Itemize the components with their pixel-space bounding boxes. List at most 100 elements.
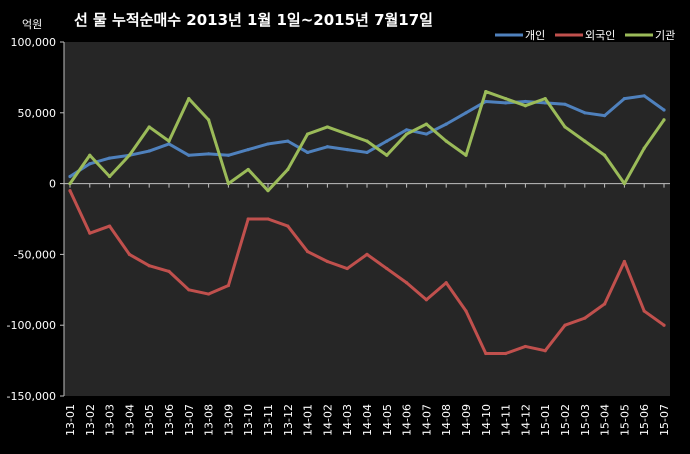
series-point-0 <box>147 149 151 153</box>
x-tick-label: 15-05 <box>618 404 631 436</box>
series-point-2 <box>108 174 112 179</box>
series-point-2 <box>583 139 587 143</box>
series-point-0 <box>108 156 112 160</box>
series-lines <box>68 89 666 356</box>
series-point-0 <box>68 174 72 179</box>
series-point-2 <box>405 132 409 136</box>
series-point-2 <box>226 182 230 186</box>
series-point-0 <box>424 132 428 136</box>
y-tick-label: 0 <box>49 178 56 191</box>
series-point-2 <box>207 118 211 122</box>
series-point-1 <box>325 259 329 264</box>
series-point-1 <box>246 217 250 221</box>
x-tick-label: 15-03 <box>579 404 592 436</box>
x-tick-label: 13-02 <box>84 404 97 436</box>
series-point-1 <box>622 259 627 264</box>
series-point-1 <box>464 309 468 313</box>
x-tick-label: 15-06 <box>638 404 651 436</box>
series-point-1 <box>444 281 448 285</box>
series-point-2 <box>504 97 508 101</box>
series-point-0 <box>365 150 369 155</box>
x-tick-label: 14-09 <box>460 404 473 436</box>
x-tick-label: 13-03 <box>104 404 117 436</box>
series-point-1 <box>306 249 310 254</box>
y-tick-label: 100,000 <box>11 36 57 49</box>
series-point-2 <box>306 132 310 136</box>
series-point-2 <box>365 139 369 143</box>
series-point-0 <box>622 97 627 101</box>
series-point-0 <box>563 102 567 106</box>
series-point-0 <box>325 145 329 149</box>
legend-label-0: 개인 <box>525 29 545 42</box>
x-tick-label: 13-09 <box>222 404 235 436</box>
axes: 100,000 50,000 0 -50,000 -100,000 -150,000 13-… <box>7 36 671 436</box>
series-point-0 <box>444 122 448 126</box>
series-point-2 <box>523 104 528 108</box>
x-tick-label: 14-03 <box>341 404 354 436</box>
series-point-2 <box>325 125 329 129</box>
series-point-2 <box>484 89 488 94</box>
x-tick-label: 14-01 <box>302 404 315 436</box>
series-point-1 <box>563 323 567 327</box>
series-point-1 <box>68 189 72 193</box>
series-point-1 <box>88 231 92 235</box>
series-point-1 <box>504 351 508 356</box>
series-point-0 <box>286 139 290 143</box>
series-point-0 <box>306 150 310 155</box>
series-point-0 <box>226 153 230 157</box>
x-tick-label: 14-07 <box>420 404 433 436</box>
y-tick-label: -50,000 <box>14 248 56 261</box>
series-point-1 <box>207 292 211 296</box>
series-point-2 <box>127 153 131 157</box>
series-point-0 <box>345 148 349 152</box>
x-tick-label: 13-08 <box>203 404 216 436</box>
legend-label-1: 외국인 <box>585 29 615 42</box>
series-point-2 <box>345 132 349 136</box>
series-point-2 <box>266 189 270 193</box>
series-point-0 <box>246 148 250 152</box>
y-tick-label: 50,000 <box>18 107 57 120</box>
chart-title: 선 물 누적순매수 2013년 1월 1일~2015년 7월17일 <box>74 11 433 29</box>
series-point-1 <box>226 283 230 288</box>
series-point-2 <box>88 153 92 157</box>
x-tick-label: 15-01 <box>539 404 552 436</box>
series-point-2 <box>563 125 567 129</box>
series-point-0 <box>504 101 508 105</box>
series-point-2 <box>444 139 448 143</box>
plot-area <box>64 42 670 396</box>
series-point-2 <box>286 167 290 172</box>
x-tick-label: 13-07 <box>183 404 196 436</box>
x-tick-label: 15-02 <box>559 404 572 436</box>
series-point-1 <box>187 288 191 292</box>
series-point-1 <box>167 269 171 273</box>
x-tick-label: 14-06 <box>401 404 414 436</box>
x-tick-label: 14-05 <box>381 404 394 436</box>
series-point-1 <box>424 298 428 302</box>
x-tick-label: 14-12 <box>519 404 532 436</box>
series-point-1 <box>642 309 646 313</box>
x-tick-label: 13-04 <box>123 404 136 436</box>
series-point-0 <box>603 114 607 118</box>
series-point-1 <box>127 252 131 256</box>
x-tick-label: 14-08 <box>440 404 453 436</box>
series-point-1 <box>365 252 369 256</box>
series-point-2 <box>147 125 151 129</box>
x-tick-label: 15-04 <box>599 404 612 436</box>
series-point-2 <box>167 139 171 143</box>
series-point-1 <box>583 316 587 320</box>
series-point-0 <box>207 152 211 156</box>
x-tick-label: 13-10 <box>242 404 255 436</box>
series-point-0 <box>642 94 646 98</box>
x-tick-label: 13-11 <box>262 404 275 436</box>
x-tick-label: 14-02 <box>321 404 334 436</box>
series-point-0 <box>167 142 171 146</box>
series-point-1 <box>266 217 270 221</box>
series-point-1 <box>405 281 409 285</box>
series-point-1 <box>108 224 112 228</box>
series-point-1 <box>286 224 290 228</box>
series-point-1 <box>662 323 666 327</box>
series-point-0 <box>484 99 488 104</box>
series-point-0 <box>464 111 468 115</box>
series-point-0 <box>266 142 270 146</box>
